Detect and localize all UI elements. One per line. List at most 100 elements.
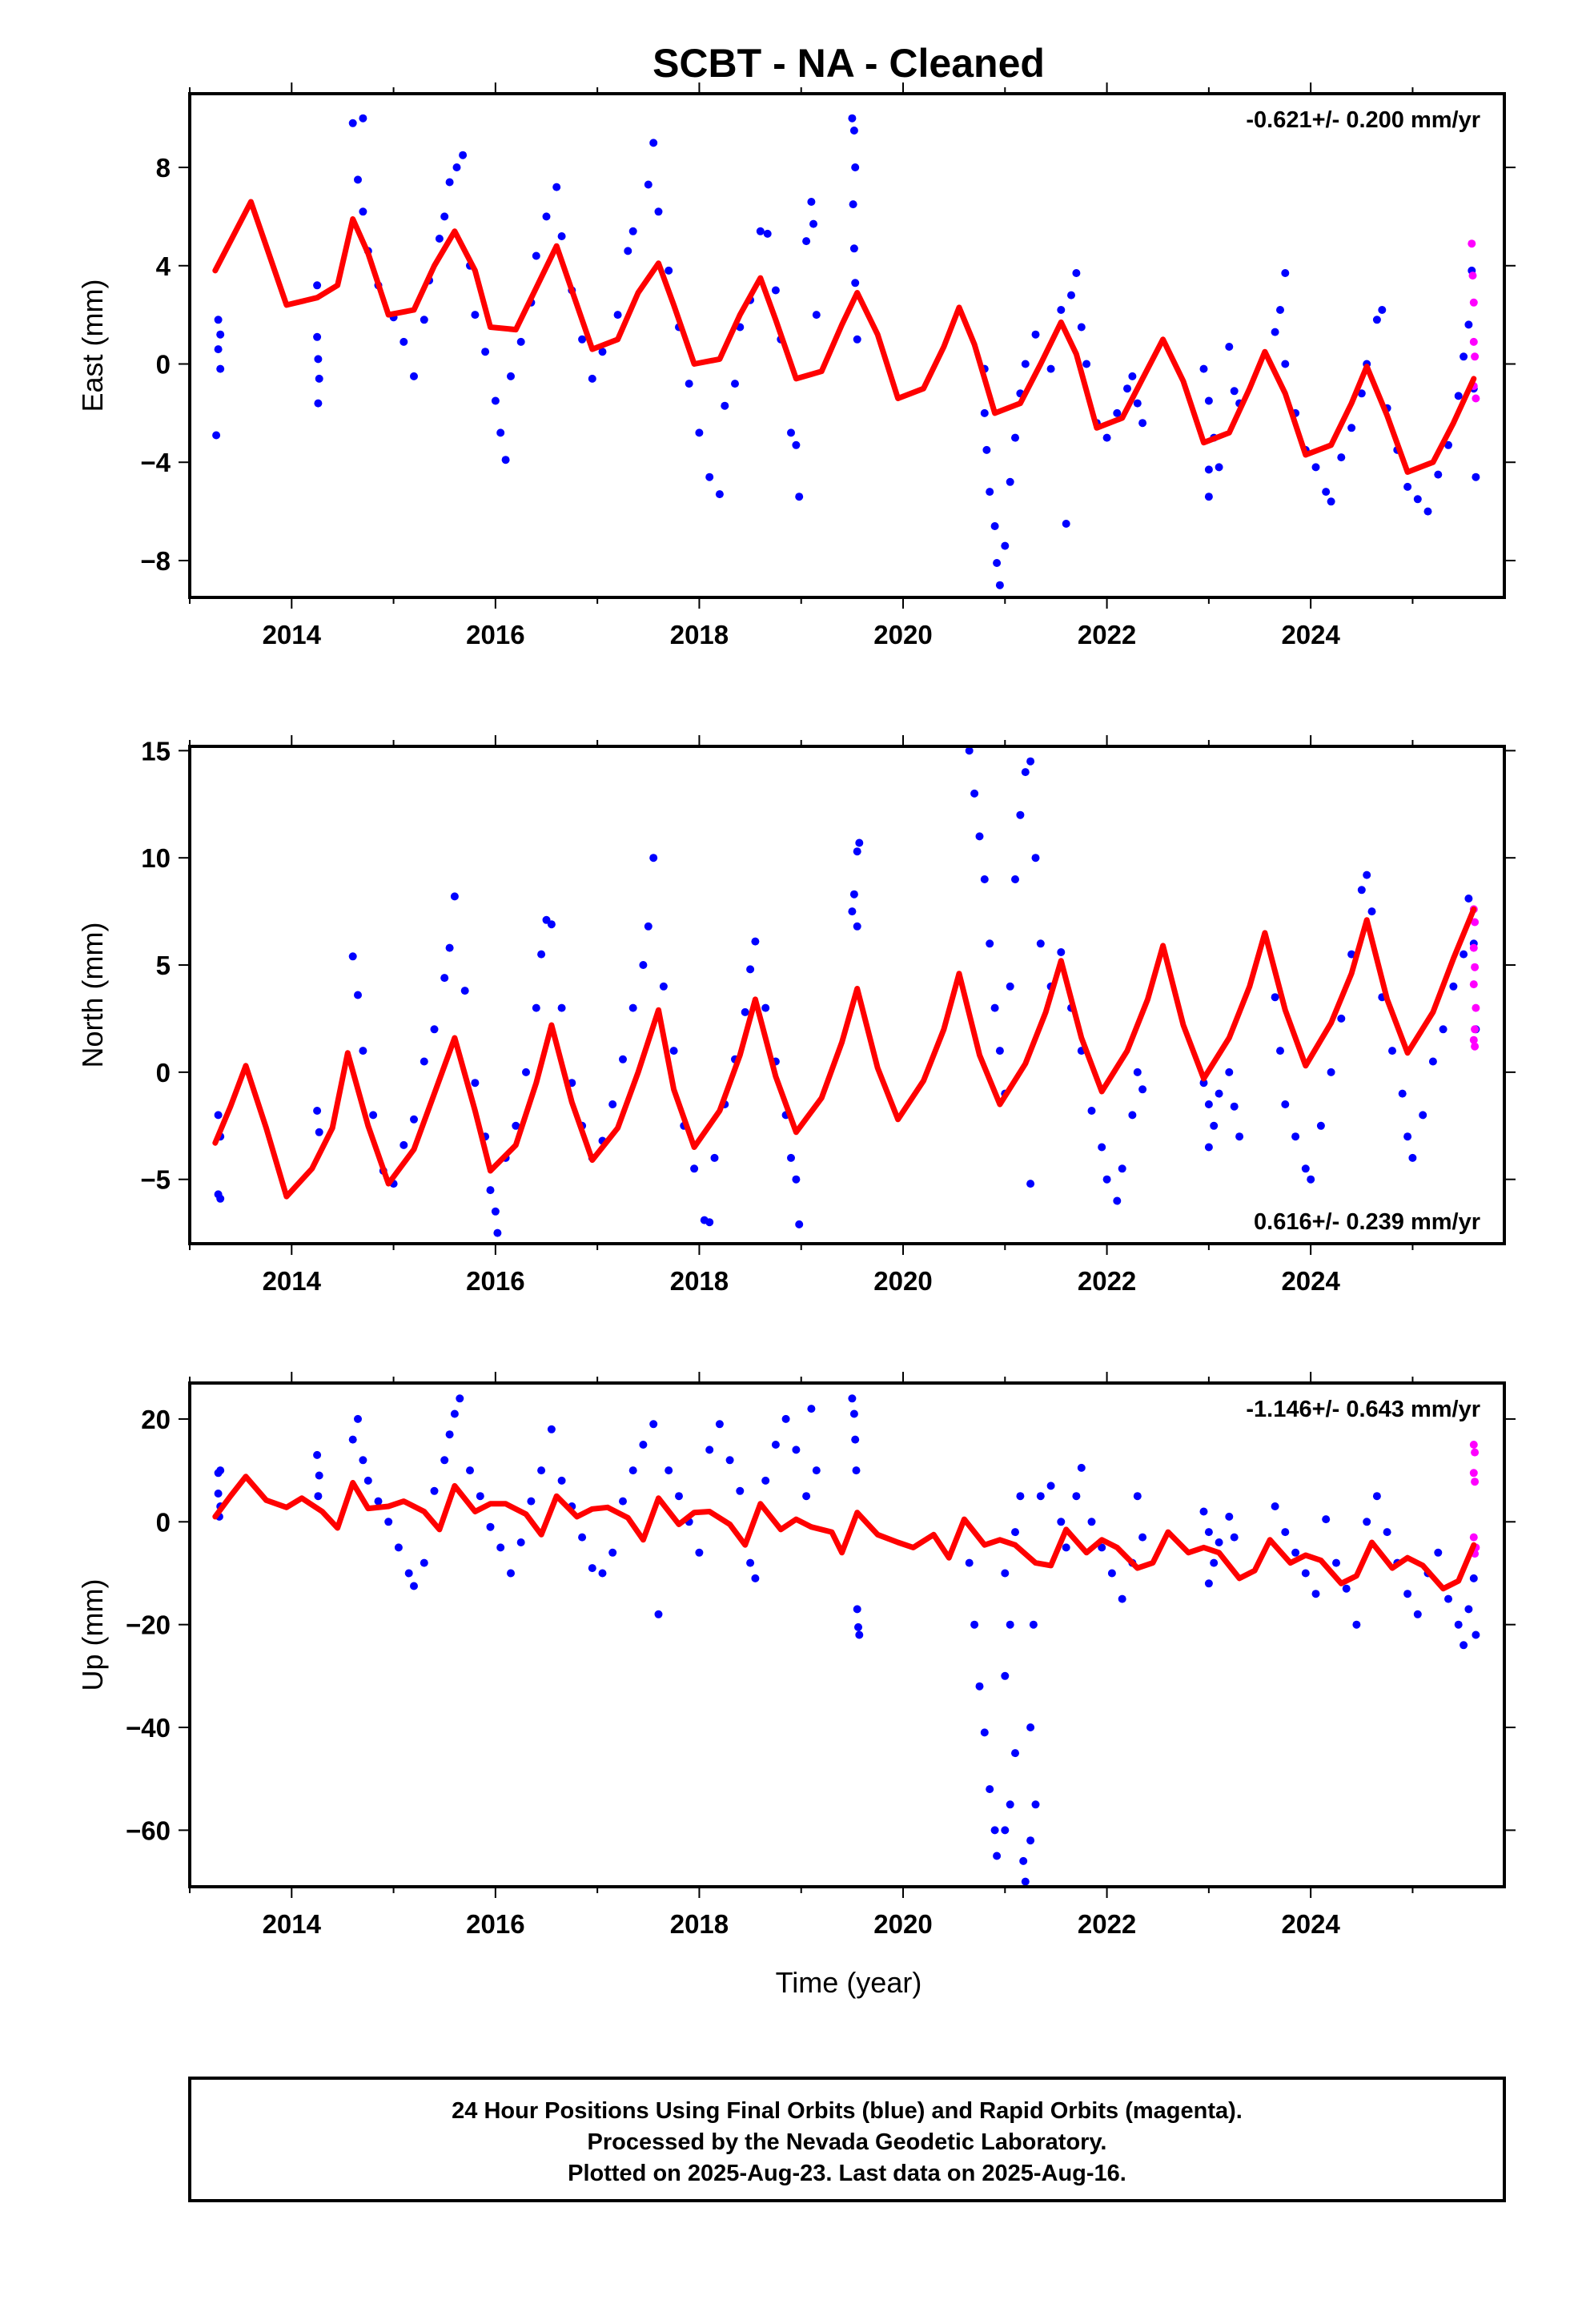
figure-title: SCBT - NA - Cleaned [652, 41, 1045, 86]
model-curve [212, 1474, 1477, 1592]
final-orbit-point [1029, 1620, 1038, 1629]
final-orbit-point [986, 939, 994, 948]
final-orbit-point [848, 1394, 857, 1403]
final-orbit-point [1199, 1079, 1208, 1088]
final-orbit-point [359, 114, 367, 123]
final-orbit-point [354, 991, 362, 999]
final-orbit-point [359, 1456, 367, 1465]
final-orbit-point [1337, 1014, 1346, 1023]
final-orbit-point [628, 227, 637, 235]
final-orbit-point [654, 1610, 663, 1618]
final-orbit-point [466, 1466, 474, 1475]
x-tick-label: 2024 [1281, 1266, 1340, 1296]
final-orbit-point [557, 1476, 566, 1485]
final-orbit-point [1464, 1605, 1473, 1614]
final-orbit-point [736, 1486, 745, 1495]
final-orbit-point [781, 1414, 790, 1423]
final-orbit-point [1403, 1590, 1412, 1598]
final-orbit-point [675, 1492, 683, 1501]
final-orbit-point [1472, 1630, 1480, 1639]
final-orbit-point [1210, 1558, 1219, 1567]
y-tick-label: 20 [141, 1405, 171, 1434]
final-orbit-point [547, 920, 556, 929]
final-orbit-point [459, 151, 468, 159]
final-orbit-point [690, 1164, 699, 1173]
final-orbit-point [970, 1620, 979, 1629]
y-tick-label: −40 [126, 1713, 171, 1743]
final-orbit-point [348, 119, 357, 127]
x-tick-label: 2014 [263, 620, 322, 649]
final-orbit-point [471, 311, 480, 320]
final-orbit-point [1046, 1482, 1055, 1490]
final-orbit-point [445, 1430, 454, 1439]
final-orbit-point [1281, 360, 1290, 368]
final-orbit-point [1026, 1723, 1035, 1731]
final-orbit-point [812, 1466, 821, 1475]
rapid-orbit-point [1469, 1441, 1478, 1449]
y-tick-label: 8 [156, 153, 171, 183]
y-tick-label: −60 [126, 1815, 171, 1845]
final-orbit-point [990, 522, 999, 530]
x-tick-label: 2018 [670, 1909, 729, 1939]
final-orbit-point [214, 1111, 223, 1120]
x-tick-label: 2016 [466, 620, 524, 649]
final-orbit-point [1378, 306, 1387, 314]
footer-line-1: 24 Hour Positions Using Final Orbits (bl… [452, 2098, 1243, 2124]
final-orbit-point [1413, 1610, 1422, 1618]
final-orbit-point [354, 175, 362, 184]
final-orbit-point [1271, 993, 1279, 1002]
final-orbit-point [802, 237, 811, 246]
final-orbit-point [369, 1111, 378, 1120]
final-orbit-point [1352, 1620, 1361, 1629]
final-orbit-point [557, 1003, 566, 1012]
final-orbit-point [986, 488, 994, 497]
final-orbit-point [1342, 1584, 1351, 1593]
rapid-orbit-point [1471, 1025, 1480, 1034]
final-orbit-point [1434, 1548, 1443, 1557]
final-orbit-point [993, 1852, 1002, 1860]
final-orbit-point [763, 229, 772, 238]
final-orbit-point [384, 1518, 393, 1526]
rapid-orbit-point [1469, 1469, 1478, 1478]
final-orbit-point [598, 1569, 607, 1578]
rapid-orbit-point [1468, 271, 1477, 280]
final-orbit-point [452, 163, 461, 171]
final-orbit-point [751, 937, 760, 946]
final-orbit-point [1011, 1749, 1019, 1758]
final-orbit-point [491, 396, 500, 405]
plot-area [212, 114, 1480, 589]
final-orbit-point [1057, 948, 1066, 956]
final-orbit-point [1372, 1492, 1381, 1501]
final-orbit-point [659, 982, 668, 991]
final-orbit-point [639, 1441, 648, 1449]
final-orbit-point [1215, 463, 1223, 472]
final-orbit-point [1235, 1132, 1244, 1141]
final-orbit-point [995, 581, 1004, 589]
final-orbit-point [1311, 463, 1320, 472]
final-orbit-point [1291, 1132, 1300, 1141]
y-tick-label: −8 [140, 546, 171, 576]
final-orbit-point [1204, 465, 1213, 474]
final-orbit-point [430, 1486, 439, 1495]
final-orbit-point [216, 330, 225, 339]
final-orbit-point [1133, 399, 1142, 408]
x-tick-label: 2016 [466, 1266, 524, 1296]
final-orbit-point [1444, 440, 1452, 449]
plot-frame [188, 1381, 1506, 1888]
y-tick-label: −5 [140, 1165, 171, 1195]
final-orbit-point [848, 907, 857, 916]
final-orbit-point [995, 1047, 1004, 1055]
final-orbit-point [1016, 1492, 1025, 1501]
rapid-orbit-point [1469, 980, 1478, 989]
x-axis-label: Time (year) [776, 1966, 922, 1999]
final-orbit-point [990, 1003, 999, 1012]
final-orbit-point [486, 1522, 495, 1531]
final-orbit-point [849, 200, 857, 209]
final-orbit-point [313, 1107, 322, 1115]
final-orbit-point [445, 943, 454, 952]
x-tick-label: 2024 [1281, 620, 1340, 649]
final-orbit-point [1322, 1515, 1331, 1524]
final-orbit-point [1464, 320, 1473, 329]
final-orbit-point [216, 1466, 225, 1475]
